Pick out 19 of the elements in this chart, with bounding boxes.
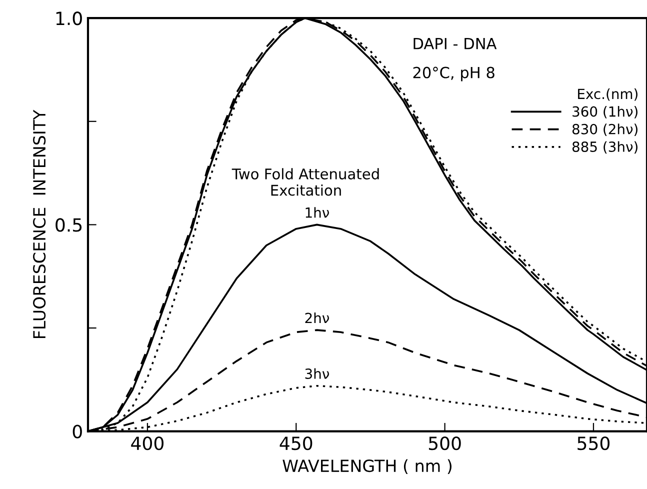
legend-title: Exc.(nm) (578, 88, 638, 101)
y-tick-label: 0 (72, 424, 82, 438)
annotation: 1hν (306, 207, 329, 218)
x-tick-label: 400 (131, 436, 164, 450)
x-tick-label: 550 (578, 436, 610, 450)
x-tick-label: 450 (280, 436, 312, 450)
y-tick-label: 1.0 (56, 12, 82, 26)
x-tick-label: 500 (428, 436, 461, 450)
annotation: 3hν (305, 368, 329, 379)
annotation: DAPI - DNA (414, 38, 497, 50)
legend-label: 885 (3hν) (572, 141, 638, 154)
annotation: 20°C, pH 8 (413, 66, 494, 82)
x-axis-title: WAVELENGTH ( nm ) (282, 459, 452, 474)
legend-label: 830 (2hν) (572, 124, 638, 136)
y-axis-title: FLUORESCENCE INTENSITY (33, 110, 46, 338)
annotation: Two Fold Attenuated Excitation (232, 168, 379, 196)
annotation: 2hν (305, 312, 329, 324)
y-tick-label: 0.5 (56, 218, 82, 232)
legend-label: 360 (1hν) (572, 106, 638, 118)
